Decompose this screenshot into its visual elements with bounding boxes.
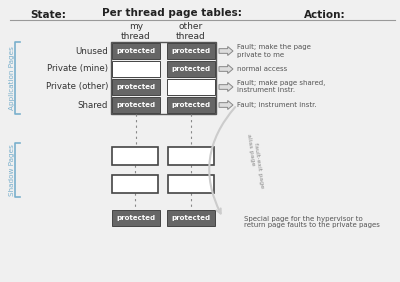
- Text: protected: protected: [116, 84, 156, 90]
- Text: fault-exit page: fault-exit page: [253, 142, 265, 189]
- Bar: [168, 147, 214, 165]
- Bar: [167, 210, 215, 226]
- Text: Private (other): Private (other): [46, 83, 108, 91]
- Text: protected: protected: [116, 215, 156, 221]
- Text: Application Pages: Application Pages: [9, 46, 15, 110]
- Bar: [168, 175, 214, 193]
- Text: my
thread: my thread: [121, 22, 151, 41]
- Text: Special page for the hypervisor to
return page faults to the private pages: Special page for the hypervisor to retur…: [244, 215, 380, 228]
- Text: Action:: Action:: [304, 10, 346, 20]
- Text: Unused: Unused: [75, 47, 108, 56]
- Polygon shape: [219, 47, 233, 56]
- Text: protected: protected: [172, 102, 210, 108]
- Bar: [112, 43, 160, 59]
- Text: protected: protected: [116, 48, 156, 54]
- Text: protected: protected: [172, 66, 210, 72]
- Text: Private (mine): Private (mine): [47, 65, 108, 74]
- Polygon shape: [219, 65, 233, 74]
- Bar: [167, 97, 215, 113]
- Bar: [167, 43, 215, 59]
- Polygon shape: [219, 83, 233, 91]
- Text: protected: protected: [172, 215, 210, 221]
- Bar: [167, 61, 215, 77]
- Text: alias page: alias page: [246, 133, 256, 166]
- Bar: [112, 61, 160, 77]
- Bar: [111, 42, 216, 114]
- Bar: [112, 97, 160, 113]
- Text: Fault; make the page
private to me: Fault; make the page private to me: [237, 45, 311, 58]
- Text: Fault; instrument instr.: Fault; instrument instr.: [237, 102, 317, 108]
- Bar: [112, 147, 158, 165]
- Bar: [112, 210, 160, 226]
- Bar: [112, 175, 158, 193]
- Text: Shared: Shared: [78, 100, 108, 109]
- Text: Shadow Pages: Shadow Pages: [9, 144, 15, 196]
- Text: normal access: normal access: [237, 66, 287, 72]
- Polygon shape: [219, 100, 233, 109]
- Text: State:: State:: [30, 10, 66, 20]
- Text: Fault; make page shared,
instrument instr.: Fault; make page shared, instrument inst…: [237, 80, 325, 94]
- FancyArrowPatch shape: [209, 107, 235, 213]
- Bar: [167, 79, 215, 95]
- Text: other
thread: other thread: [176, 22, 206, 41]
- Bar: [112, 79, 160, 95]
- Text: protected: protected: [116, 102, 156, 108]
- Text: Per thread page tables:: Per thread page tables:: [102, 8, 242, 18]
- Text: protected: protected: [172, 48, 210, 54]
